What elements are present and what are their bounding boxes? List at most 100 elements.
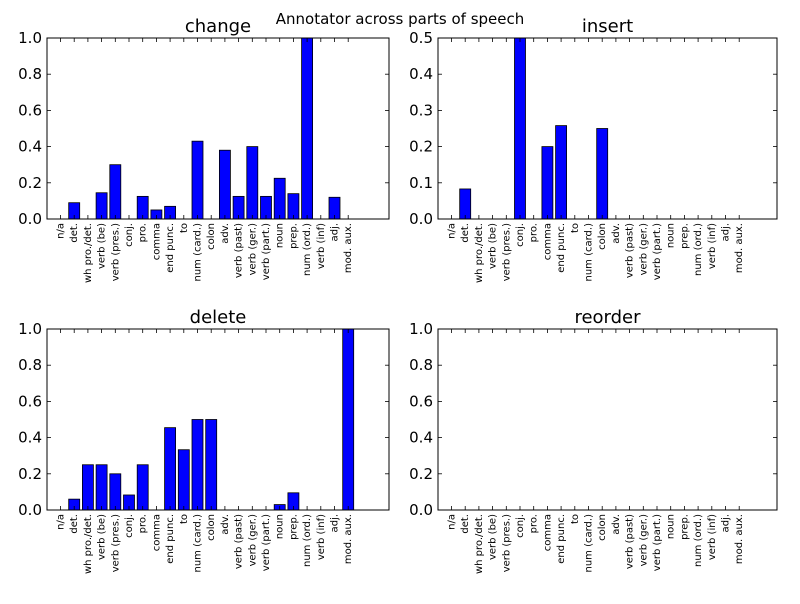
panel-3: reorder 0.0 0.2 0.4 0.6 0.8 1.0 n/a det. wh pro./… (409, 307, 778, 574)
xtick-label: n/a (447, 514, 458, 530)
xtick-label: verb (past) (625, 514, 636, 569)
bar-change-16 (273, 177, 286, 220)
panel-2: delete 0.0 0.2 0.4 0.6 0.8 1.0 n/a det. wh pro./d… (18, 307, 390, 574)
xtick-label: verb (be) (97, 514, 108, 560)
ytick-label: 0.4 (18, 138, 42, 156)
xtick-label: num (ord.) (302, 514, 313, 567)
xtick-label: verb (be) (488, 514, 499, 560)
xtick-label: wh pro./det. (474, 514, 485, 574)
xtick-label: noun (666, 223, 677, 248)
xtick-label: verb (inf) (316, 223, 327, 269)
xtick-label: to (570, 514, 581, 524)
xtick-label: mod. aux. (343, 223, 354, 273)
bar-delete-3 (95, 464, 108, 511)
xtick-label: wh pro./det. (474, 223, 485, 283)
xtick-label: verb (be) (488, 223, 499, 269)
ytick-label: 0.2 (409, 465, 433, 483)
xtick-label: verb (inf) (707, 514, 718, 560)
bar-insert-11 (596, 128, 609, 220)
axes-frame (46, 37, 390, 220)
xtick-label: end punc. (165, 223, 176, 273)
xtick-label: conj. (515, 514, 526, 538)
xtick-label: mod. aux. (343, 514, 354, 564)
xtick-label: n/a (56, 514, 67, 530)
xtick-label: end punc. (165, 514, 176, 564)
ytick-label: 0.0 (18, 210, 42, 228)
xtick-label: adj. (330, 514, 341, 532)
xtick-label: wh pro./det. (83, 514, 94, 574)
xtick-label: end punc. (556, 223, 567, 273)
bar-delete-8 (164, 427, 177, 511)
xtick-label: verb (part.) (261, 514, 272, 571)
xtick-label: verb (pres.) (110, 223, 121, 281)
xtick-label: verb (past) (234, 223, 245, 278)
xtick-label: comma (542, 223, 553, 260)
ytick-label: 0.0 (18, 501, 42, 519)
xtick-label: num (card.) (193, 514, 204, 573)
xtick-label: num (ord.) (693, 514, 704, 567)
xtick-label: det. (69, 223, 80, 243)
xtick-label: prep. (679, 223, 690, 249)
bar-change-12 (218, 149, 231, 220)
xtick-label: num (card.) (584, 223, 595, 282)
xtick-label: verb (ger.) (638, 223, 649, 275)
xtick-label: colon (206, 514, 217, 541)
ytick-label: 0.2 (18, 465, 42, 483)
xtick-label: verb (ger.) (247, 223, 258, 275)
xtick-label: adv. (611, 514, 622, 535)
bar-change-14 (246, 146, 259, 220)
bar-delete-21 (342, 328, 355, 511)
ytick-label: 0.4 (18, 429, 42, 447)
bar-delete-11 (205, 419, 218, 511)
xtick-label: conj. (124, 514, 135, 538)
ytick-label: 0.8 (18, 356, 42, 374)
xtick-label: prep. (288, 514, 299, 540)
xtick-label: n/a (56, 223, 67, 239)
xtick-label: adv. (611, 223, 622, 244)
xtick-label: mod. aux. (734, 514, 745, 564)
xtick-label: conj. (124, 223, 135, 247)
xtick-label: comma (151, 514, 162, 551)
bar-delete-4 (109, 473, 122, 511)
xtick-label: noun (275, 223, 286, 248)
ytick-label: 0.4 (409, 65, 433, 83)
xtick-label: to (179, 223, 190, 233)
ytick-label: 0.2 (409, 138, 433, 156)
xtick-label: verb (part.) (652, 223, 663, 280)
ytick-label: 0.5 (409, 29, 433, 47)
xtick-label: pro. (138, 223, 149, 242)
xtick-label: noun (666, 514, 677, 539)
bar-delete-9 (177, 449, 190, 511)
xtick-label: colon (597, 514, 608, 541)
xtick-label: verb (pres.) (110, 514, 121, 572)
bar-insert-8 (555, 125, 567, 220)
bar-insert-1 (459, 188, 472, 220)
panel-1: insert 0.0 0.1 0.2 0.3 0.4 0.5 n/a det. wh pro./d… (409, 16, 778, 283)
ytick-label: 0.2 (18, 174, 42, 192)
xtick-label: conj. (515, 223, 526, 247)
panel-0: change 0.0 0.2 0.4 0.6 0.8 1.0 n/a det. wh pro./d… (18, 16, 390, 283)
xtick-label: verb (pres.) (501, 223, 512, 281)
bar-change-10 (191, 140, 204, 220)
xtick-label: mod. aux. (734, 223, 745, 273)
ytick-label: 1.0 (18, 29, 42, 47)
xtick-label: num (card.) (584, 514, 595, 573)
xtick-label: num (card.) (193, 223, 204, 282)
bar-delete-2 (82, 464, 94, 511)
bar-delete-6 (136, 464, 149, 511)
xtick-label: verb (part.) (652, 514, 663, 571)
ytick-label: 0.6 (18, 101, 42, 119)
axes-frame (437, 328, 778, 511)
bar-change-18 (301, 37, 314, 220)
bar-delete-10 (191, 419, 204, 511)
xtick-label: adj. (330, 223, 341, 241)
xtick-label: verb (past) (625, 223, 636, 278)
xtick-label: adj. (721, 223, 732, 241)
ytick-label: 1.0 (409, 320, 433, 338)
axes-frame (437, 37, 778, 220)
ytick-label: 0.8 (18, 65, 42, 83)
ytick-label: 0.4 (409, 429, 433, 447)
ytick-label: 0.8 (409, 356, 433, 374)
